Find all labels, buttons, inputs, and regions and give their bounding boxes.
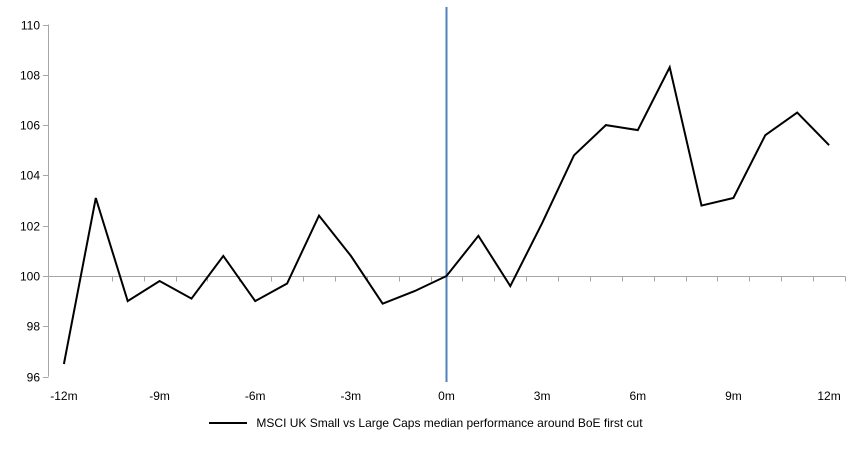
x-axis-tick-label: -9m	[149, 389, 170, 403]
y-axis-tick-label: 106	[20, 119, 40, 133]
y-axis-tick-label: 102	[20, 220, 40, 234]
y-axis-tick-label: 100	[20, 270, 40, 284]
y-axis-tick-label: 104	[20, 169, 40, 183]
line-chart: 96 98 100 102 104 106 108 110 -12m -9m -6m -3m 0m 3m 6…	[20, 7, 846, 403]
series-line	[62, 64, 830, 365]
x-axis-tick-label: 6m	[629, 389, 646, 403]
y-axis-tick-label: 96	[27, 371, 41, 385]
x-axis-tick-label: 0m	[438, 389, 455, 403]
y-axis-tick-label: 110	[21, 19, 40, 33]
y-axis-tick-label: 98	[27, 320, 41, 334]
x-axis-tick-label: 3m	[534, 389, 551, 403]
x-axis-tick-label: -3m	[341, 389, 362, 403]
legend-line-swatch	[209, 422, 248, 424]
x-axis-tick-label: -12m	[50, 389, 77, 403]
legend-label: MSCI UK Small vs Large Caps median perfo…	[256, 416, 643, 430]
chart-legend: MSCI UK Small vs Large Caps median perfo…	[0, 416, 852, 430]
x-axis-tick-label: 9m	[725, 389, 742, 403]
y-axis-tick-label: 108	[20, 69, 40, 83]
x-axis-tick-label: 12m	[817, 389, 840, 403]
x-axis-tick-label: -6m	[245, 389, 266, 403]
